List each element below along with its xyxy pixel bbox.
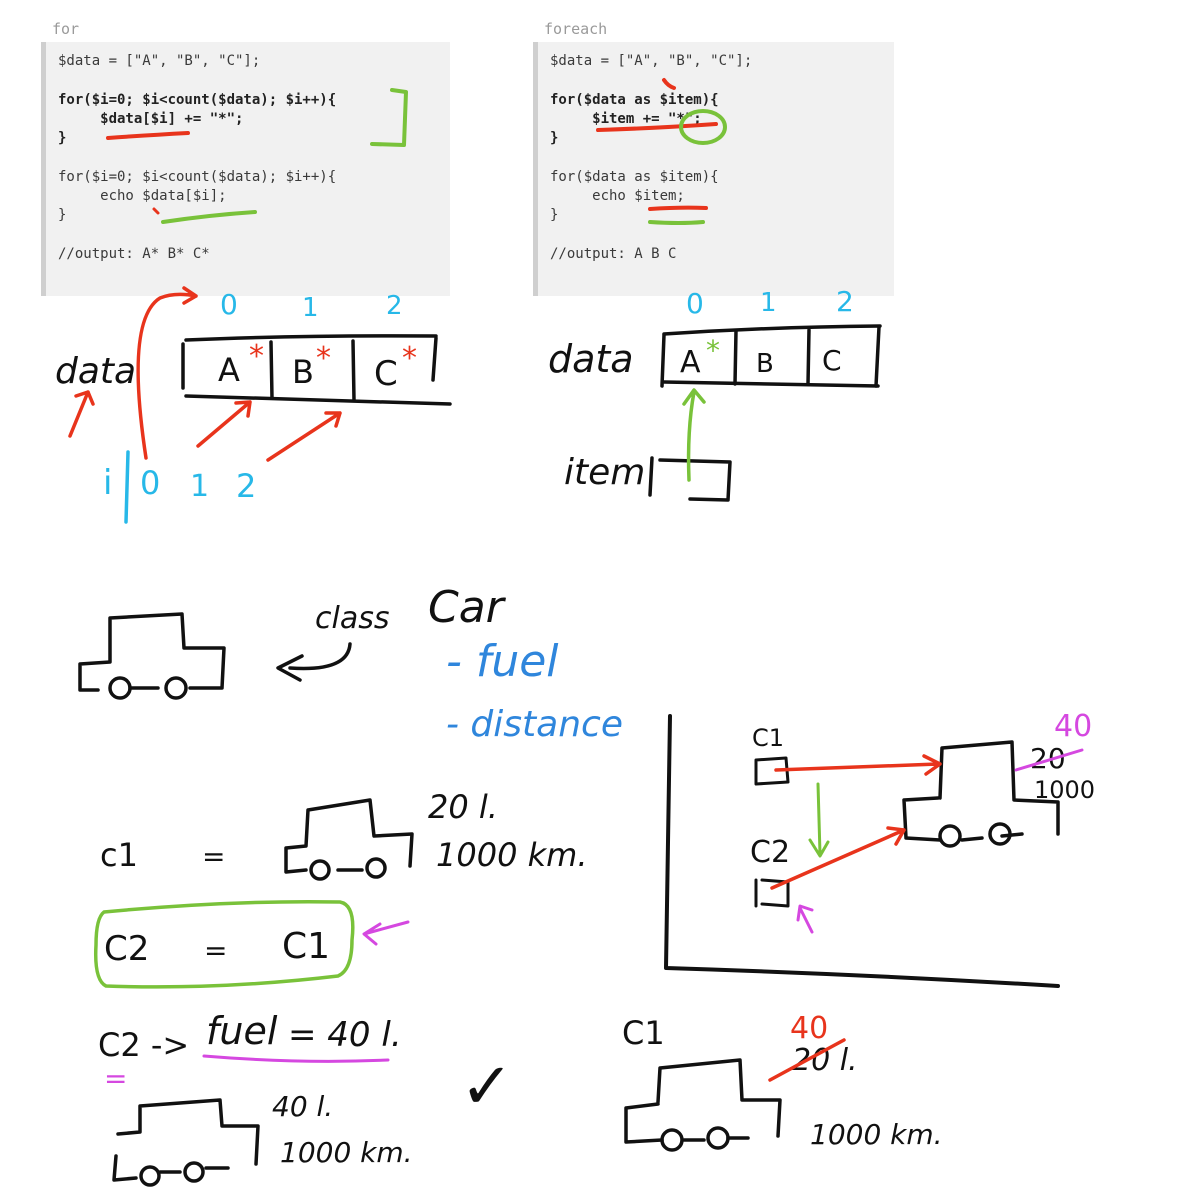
star-mark: * — [316, 341, 331, 376]
loop-value: 1 — [190, 469, 209, 504]
new-fuel: 40 — [1054, 709, 1092, 744]
code-line: for($i=0; $i<count($data); $i++){ — [58, 91, 337, 108]
new-fuel: 40 — [790, 1011, 828, 1046]
c1-ref: C1 — [282, 926, 330, 967]
star-mark: * — [249, 339, 264, 374]
ref-c1: C1 — [752, 724, 784, 752]
array-cell: B — [292, 353, 314, 391]
code-line: } — [550, 130, 559, 147]
array-index: 0 — [686, 287, 704, 320]
array-index: 1 — [302, 293, 319, 323]
old-fuel: 20 l. — [792, 1043, 858, 1078]
class-name: Car — [428, 582, 507, 633]
class-property: - distance — [446, 704, 623, 745]
equals: = — [202, 840, 225, 873]
code-line: for($i=0; $i<count($data); $i++){ — [58, 168, 337, 185]
code-line: $data = ["A", "B", "C"]; — [550, 53, 753, 69]
code-line: } — [58, 207, 67, 224]
memory-diagram: C1 C2 40 20 1000 — [664, 709, 1095, 988]
code-line: $data = ["A", "B", "C"]; — [58, 53, 261, 69]
c1-distance: 1000 km. — [436, 836, 587, 874]
array-index: 0 — [220, 288, 238, 321]
c2-var: C2 — [104, 929, 149, 969]
array-cell: B — [756, 349, 774, 379]
loop-value: 0 — [140, 464, 160, 502]
c1-fuel: 20 l. — [428, 788, 498, 826]
loop-variable: i — [103, 463, 112, 503]
array-cell: C — [822, 344, 842, 377]
c2-arrow: C2 -> — [98, 1026, 189, 1064]
fuel-value: = 40 l. — [288, 1015, 402, 1055]
result-distance: 1000 km. — [280, 1136, 413, 1169]
code-line: for($data as $item){ — [550, 168, 719, 185]
assignment-sequence: c1 = 20 l. 1000 km. C2 = C1 C2 -> fuel =… — [93, 788, 587, 1187]
check-mark: ✓ — [460, 1050, 514, 1124]
code-line: } — [58, 130, 67, 147]
output-line: //output: A B C — [550, 245, 677, 262]
left-array-diagram: 0 1 2 data A B C * * * i 0 1 2 — [55, 286, 452, 524]
old-fuel: 20 — [1030, 742, 1066, 775]
right-array-diagram: 0 1 2 data A B C * item — [548, 285, 882, 502]
array-name: data — [548, 337, 634, 381]
array-cell: A — [218, 351, 240, 389]
car-label: C1 — [622, 1014, 665, 1052]
class-keyword: class — [315, 601, 389, 636]
star-mark: * — [706, 334, 720, 367]
array-index: 2 — [386, 291, 403, 321]
array-cell: A — [680, 345, 701, 380]
foreach-title: foreach — [544, 20, 608, 38]
array-name: data — [55, 351, 136, 392]
array-index: 2 — [836, 285, 854, 318]
for-code-block: $data = ["A", "B", "C"]; for($i=0; $i<co… — [41, 42, 450, 296]
code-line: echo $item; — [550, 188, 685, 205]
for-title: for — [52, 20, 80, 38]
class-property: - fuel — [446, 636, 559, 687]
item-label: item — [564, 452, 645, 493]
class-definition: class Car - fuel - distance — [78, 582, 623, 745]
result-fuel: 40 l. — [272, 1090, 333, 1123]
distance: 1000 — [1034, 776, 1095, 804]
var-c1: c1 — [100, 836, 138, 874]
bottom-right-car: C1 40 20 l. 1000 km. — [622, 1011, 943, 1152]
code-line: } — [550, 207, 559, 224]
equals: = — [204, 934, 227, 967]
foreach-code: $data = ["A", "B", "C"]; for($data as $i… — [538, 42, 894, 264]
for-code: $data = ["A", "B", "C"]; for($i=0; $i<co… — [46, 42, 450, 264]
code-line: $data[$i] += "*"; — [58, 110, 244, 127]
code-line: echo $data[$i]; — [58, 188, 227, 205]
array-index: 1 — [760, 288, 777, 318]
star-mark: * — [402, 341, 417, 376]
distance: 1000 km. — [810, 1118, 943, 1151]
equal-mark: = — [104, 1062, 127, 1095]
array-cell: C — [374, 354, 398, 394]
code-line: for($data as $item){ — [550, 91, 719, 108]
fuel-prop: fuel — [206, 1009, 278, 1053]
ref-c2: C2 — [750, 835, 790, 870]
foreach-code-block: $data = ["A", "B", "C"]; for($data as $i… — [533, 42, 894, 296]
output-line: //output: A* B* C* — [58, 245, 210, 262]
code-annotations — [106, 78, 727, 225]
loop-value: 2 — [236, 467, 256, 505]
